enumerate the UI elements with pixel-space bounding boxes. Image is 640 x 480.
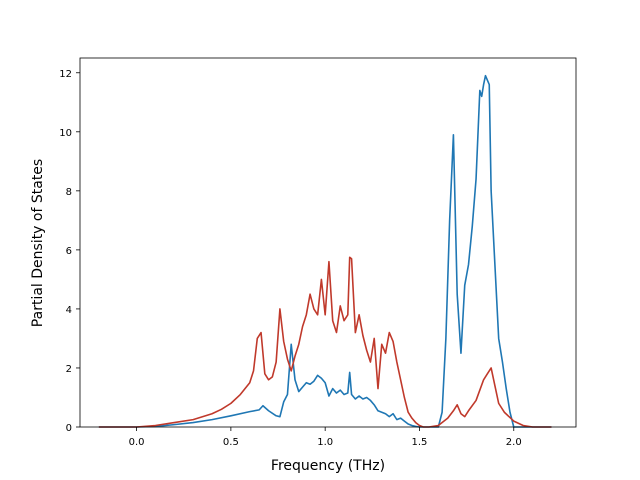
x-tick-label: 0.0 [129,437,145,448]
y-tick-label: 4 [66,305,72,316]
y-tick-label: 2 [66,364,72,375]
x-tick-label: 2.0 [506,437,522,448]
y-tick-label: 6 [66,246,72,257]
series-line-2 [98,256,552,428]
y-tick-label: 8 [66,187,72,198]
series-layer [98,74,552,428]
x-tick-label: 1.0 [317,437,333,448]
y-axis-ticks: 0 2 4 6 8 10 12 [59,69,80,434]
x-axis-label: Frequency (THz) [271,458,385,474]
y-tick-label: 10 [59,128,72,139]
y-tick-label: 12 [59,69,72,80]
plot-area-frame [79,57,577,428]
x-axis-ticks: 0.0 0.5 1.0 1.5 2.0 [129,427,522,448]
y-axis-label: Partial Density of States [30,159,46,327]
y-tick-label: 0 [66,423,72,434]
x-tick-label: 1.5 [412,437,428,448]
x-tick-label: 0.5 [223,437,239,448]
series-line-1 [98,74,552,428]
